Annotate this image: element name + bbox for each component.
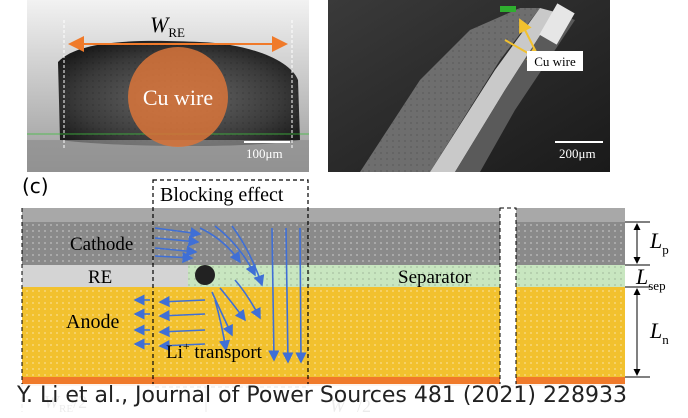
cu-wire-tag <box>527 51 583 71</box>
dim-ln: Ln <box>649 318 669 347</box>
citation: Y. Li et al., Journal of Power Sources 4… <box>17 383 627 408</box>
cu-wire-circle <box>128 47 228 147</box>
blocking-box <box>152 179 309 388</box>
panel-label: (c) <box>22 174 49 198</box>
re-strip <box>22 265 188 287</box>
sem-image-left: WRE Cu wire 100μm <box>27 0 309 172</box>
dimension-marks <box>625 221 650 378</box>
transport-label: Li+ transport <box>166 339 263 363</box>
scale-label-left: 100μm <box>246 146 283 161</box>
width-label: WRE <box>150 12 185 40</box>
separator-label: Separator <box>398 267 471 288</box>
sem-image-right: Cu wire 200μm <box>328 0 610 172</box>
anode-label: Anode <box>66 311 119 333</box>
current-collector <box>22 377 625 386</box>
flux-arrows <box>133 225 307 364</box>
scale-label-right: 200μm <box>559 146 596 161</box>
schematic: (c) Blocking effect <box>21 174 669 416</box>
boundary-gap <box>499 207 517 387</box>
cu-wire-label: Cu wire <box>143 85 213 110</box>
re-label: RE <box>88 267 112 288</box>
cu-wire-label-right: Cu wire <box>534 54 576 69</box>
re-particle <box>195 265 215 285</box>
blocking-label: Blocking effect <box>160 184 284 206</box>
dim-lp: Lp <box>649 228 669 257</box>
cathode-label: Cathode <box>70 234 133 255</box>
top-layer <box>22 208 625 222</box>
dim-lsep: Lsep <box>635 264 666 293</box>
